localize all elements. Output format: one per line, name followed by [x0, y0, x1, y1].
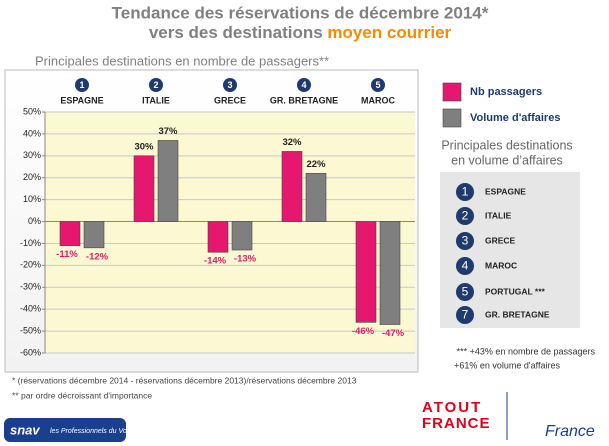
bar	[59, 221, 81, 246]
ranking-name: GR. BRETAGNE	[485, 309, 550, 319]
chart-subtitle: Principales destinations en nombre de pa…	[35, 53, 329, 68]
rank-badge	[456, 207, 474, 225]
rank-badge	[456, 283, 474, 301]
legend-swatch	[442, 82, 462, 102]
rank-badge	[456, 232, 474, 250]
rank-badge	[456, 257, 474, 275]
rank-badge	[456, 183, 474, 201]
rank-number: 2	[462, 209, 469, 223]
y-tick-label: 30%	[23, 150, 41, 160]
x-tick-label: GRECE	[214, 95, 246, 105]
x-tick-label: ITALIE	[142, 95, 170, 105]
ranking-name: ITALIE	[485, 210, 512, 220]
value-label: -13%	[234, 254, 257, 265]
ranking-name: GRECE	[485, 235, 516, 245]
rank-badge	[149, 78, 163, 92]
rank-badge	[297, 78, 311, 92]
value-label: -14%	[204, 256, 227, 267]
footnote: * (réservations décembre 2014 - réservat…	[12, 375, 357, 385]
y-tick-label: 10%	[23, 194, 41, 204]
legend-label: Nb passagers	[470, 86, 542, 98]
snav-logo: snav les Professionnels du Voyage	[4, 418, 142, 442]
logo-text: les Professionnels du Voyage	[50, 428, 142, 435]
rank-number: 3	[462, 234, 469, 248]
note: *** +43% en nombre de passagers	[457, 346, 596, 356]
rank-number: 4	[301, 80, 306, 90]
rank-number: 2	[153, 80, 158, 90]
y-tick-label: -60%	[20, 347, 41, 357]
title-part: vers des destinations	[149, 23, 323, 42]
y-tick-label: -40%	[20, 304, 41, 314]
y-tick-label: -50%	[20, 325, 41, 335]
value-label: 37%	[158, 126, 178, 137]
bar	[305, 173, 327, 222]
legend-label: Volume d'affaires	[470, 112, 560, 124]
bar	[379, 221, 401, 325]
y-tick-label: -30%	[20, 282, 41, 292]
value-label: -46%	[352, 326, 375, 337]
y-tick-label: 50%	[23, 106, 41, 116]
value-label: 30%	[134, 141, 154, 152]
ranking-title: Principales destinations	[441, 138, 572, 152]
x-tick-label: MAROC	[361, 95, 395, 105]
x-tick-label: ESPAGNE	[60, 95, 103, 105]
value-label: 32%	[282, 137, 302, 148]
plot-area	[45, 112, 415, 353]
bar	[133, 155, 155, 222]
bar	[83, 221, 105, 249]
bar	[207, 221, 229, 253]
legend	[436, 80, 606, 136]
title-line2: vers des destinations moyen courrier	[149, 23, 452, 42]
value-label: -11%	[56, 249, 78, 260]
rank-number: 7	[462, 308, 469, 322]
logo-text: France	[545, 423, 595, 440]
y-tick-label: -20%	[20, 260, 41, 270]
rank-number: 5	[375, 80, 380, 90]
footnote: ** par ordre décroissant d'importance	[12, 390, 152, 400]
rank-number: 1	[462, 185, 469, 199]
value-label: -12%	[86, 251, 109, 262]
y-tick-label: 20%	[23, 172, 41, 182]
logo-text: snav	[10, 422, 40, 437]
note: +61% en volume d'affaires	[454, 360, 560, 370]
logo-bg	[4, 418, 126, 442]
rank-badge	[75, 78, 89, 92]
value-label: 22%	[306, 159, 326, 170]
x-tick-label: GR. BRETAGNE	[270, 95, 338, 105]
ranking-name: ESPAGNE	[485, 186, 526, 196]
rank-badge	[456, 306, 474, 324]
logo-text: ATOUT	[422, 399, 482, 416]
ranking-name: PORTUGAL ***	[485, 286, 546, 296]
y-tick-label: 40%	[23, 128, 41, 138]
rank-badge	[371, 78, 385, 92]
bar	[355, 221, 377, 323]
y-tick-label: 0%	[28, 216, 41, 226]
title: Tendance des réservations de décembre 20…	[112, 3, 489, 22]
logo-text: FRANCE	[422, 415, 491, 432]
bar	[281, 151, 303, 222]
value-label: -47%	[382, 328, 405, 339]
ranking-name: MAROC	[485, 260, 517, 270]
bar	[231, 221, 253, 251]
atout-france-logo: ATOUT FRANCE France	[422, 392, 595, 440]
rank-number: 4	[462, 259, 469, 273]
rank-number: 1	[79, 80, 84, 90]
bar	[157, 140, 179, 222]
rank-number: 5	[462, 285, 469, 299]
rank-number: 3	[227, 80, 232, 90]
rank-badge	[223, 78, 237, 92]
legend-swatch	[442, 108, 462, 128]
ranking-title: en volume d’affaires	[451, 153, 563, 167]
title-highlight: moyen courrier	[327, 23, 451, 42]
y-tick-label: -10%	[20, 238, 41, 248]
